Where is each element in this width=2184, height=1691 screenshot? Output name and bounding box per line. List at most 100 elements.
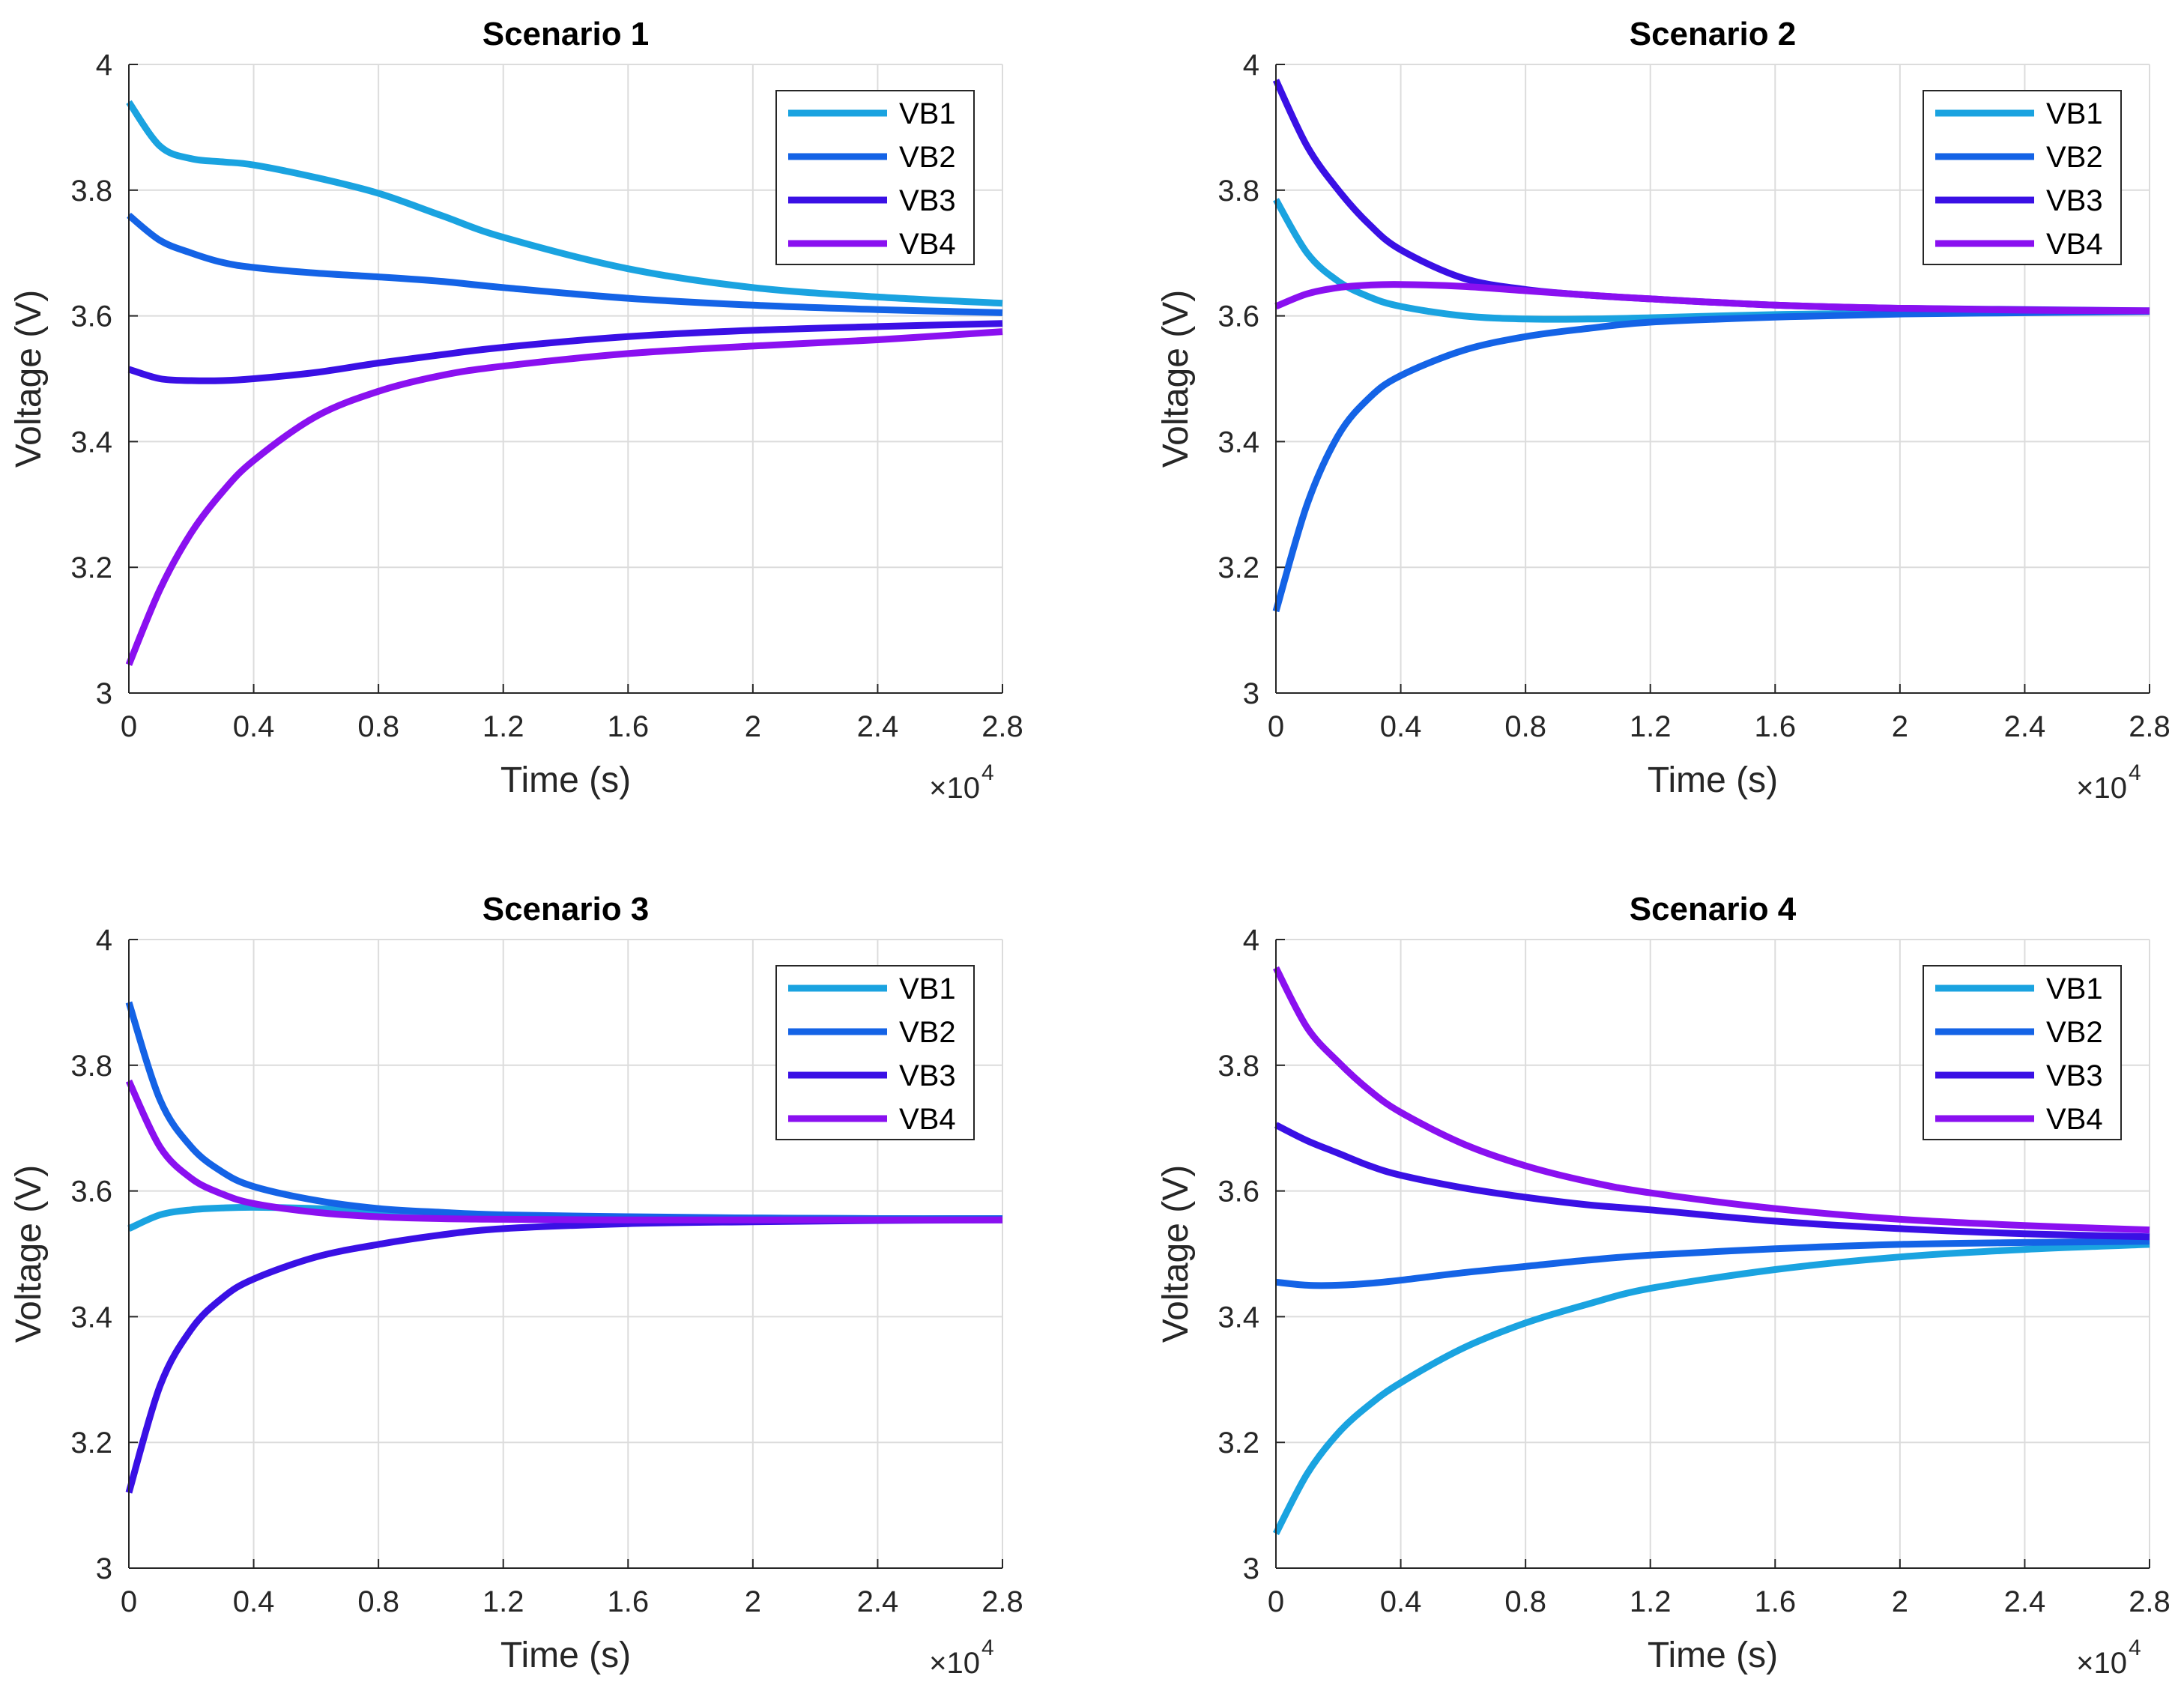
y-tick-label: 3 (1243, 1552, 1259, 1585)
x-tick-label: 2 (745, 1585, 761, 1618)
y-tick-label: 3.8 (70, 1050, 112, 1083)
x-tick-label: 1.6 (607, 710, 649, 743)
y-tick-label: 3.2 (1217, 551, 1259, 584)
legend-label-vb2: VB2 (899, 1016, 956, 1049)
chart-title: Scenario 4 (1630, 891, 1797, 928)
y-tick-label: 3.8 (70, 175, 112, 208)
series-line-vb2 (1275, 1238, 2150, 1289)
chart-title: Scenario 3 (483, 891, 650, 928)
chart-panel-2: 0 0.4 0.8 1.2 1.6 2 2.4 2.8 3 3.2 3.4 3.6 3.8 4 Scenar… (1156, 16, 2171, 805)
legend-label-vb4: VB4 (2046, 1103, 2103, 1136)
series-line-vb4 (125, 1079, 1002, 1223)
y-tick-label: 3.4 (1217, 426, 1259, 459)
y-tick-label: 3.6 (1217, 1176, 1259, 1208)
legend-label-vb4: VB4 (899, 1103, 956, 1136)
x-exponent-power: 4 (2129, 760, 2141, 785)
legend-label-vb1: VB1 (2046, 97, 2103, 130)
y-tick-label: 3 (96, 1552, 112, 1585)
x-axis-label: Time (s) (500, 1636, 631, 1675)
x-exponent-label: ×10 (929, 772, 980, 805)
legend-label-vb4: VB4 (2046, 228, 2103, 261)
legend-label-vb1: VB1 (899, 972, 956, 1005)
y-tick-label: 3.4 (1217, 1301, 1259, 1334)
y-tick-label: 3.2 (1217, 1427, 1259, 1459)
series-line-vb4 (125, 328, 1003, 666)
x-tick-label: 0.8 (1504, 710, 1546, 743)
y-tick-label: 3.2 (70, 551, 112, 584)
series-line-vb4 (1273, 966, 2150, 1234)
series-line-vb1 (1273, 1241, 2150, 1535)
x-tick-label: 0.4 (1380, 1585, 1422, 1618)
x-tick-label: 0.8 (357, 710, 399, 743)
y-tick-label: 4 (96, 924, 112, 957)
x-tick-label: 2 (745, 710, 761, 743)
y-axis-label: Voltage (V) (1156, 290, 1196, 468)
legend-box (775, 90, 975, 265)
series-line-vb2 (1272, 308, 2150, 613)
y-tick-label: 3 (96, 677, 112, 710)
y-tick-label: 4 (1243, 924, 1259, 957)
x-tick-label: 0.4 (233, 1585, 275, 1618)
legend-box (775, 965, 975, 1140)
legend-label-vb2: VB2 (899, 141, 956, 174)
x-tick-label: 0.4 (233, 710, 275, 743)
series-line-vb1 (126, 100, 1003, 307)
y-tick-label: 4 (1243, 49, 1259, 82)
y-tick-label: 3.6 (70, 300, 112, 333)
x-tick-label: 1.6 (1754, 710, 1796, 743)
y-axis-label: Voltage (V) (9, 1165, 49, 1343)
x-tick-label: 1.2 (483, 710, 524, 743)
y-tick-label: 3 (1243, 677, 1259, 710)
x-tick-label: 0 (121, 710, 137, 743)
x-tick-label: 0 (1268, 1585, 1284, 1618)
chart-panel-4: 0 0.4 0.8 1.2 1.6 2 2.4 2.8 3 3.2 3.4 3.6 3.8 4 Scenar… (1156, 891, 2171, 1680)
x-exponent-label: ×10 (2076, 772, 2127, 805)
x-tick-label: 0.4 (1380, 710, 1422, 743)
chart-title: Scenario 2 (1630, 16, 1797, 52)
x-tick-label: 0.8 (357, 1585, 399, 1618)
x-exponent-power: 4 (981, 1636, 994, 1660)
y-tick-label: 3.6 (70, 1176, 112, 1208)
x-tick-label: 1.2 (1630, 1585, 1672, 1618)
series-line-vb2 (127, 212, 1003, 316)
x-tick-label: 1.6 (607, 1585, 649, 1618)
chart-title: Scenario 1 (483, 16, 650, 52)
legend-label-vb2: VB2 (2046, 1016, 2103, 1049)
x-axis-label: Time (s) (500, 760, 631, 800)
series-line-vb4 (1274, 281, 2150, 315)
legend-label-vb3: VB3 (899, 1059, 956, 1092)
y-tick-label: 3.4 (70, 1301, 112, 1334)
legend-label-vb3: VB3 (2046, 1059, 2103, 1092)
x-tick-label: 0 (121, 1585, 137, 1618)
x-tick-label: 2 (1892, 1585, 1908, 1618)
x-tick-label: 2.4 (2004, 710, 2046, 743)
legend-box (1923, 965, 2122, 1140)
x-tick-label: 2.4 (857, 1585, 899, 1618)
y-tick-label: 3.6 (1217, 300, 1259, 333)
series-line-vb3 (127, 320, 1003, 384)
x-axis-label: Time (s) (1648, 760, 1778, 800)
x-axis-label: Time (s) (1648, 1636, 1778, 1675)
x-tick-label: 1.6 (1754, 1585, 1796, 1618)
y-tick-label: 3.8 (1217, 175, 1259, 208)
legend-label-vb2: VB2 (2046, 141, 2103, 174)
x-tick-label: 1.2 (483, 1585, 524, 1618)
chart-panel-3: 0 0.4 0.8 1.2 1.6 2 2.4 2.8 3 3.2 3.4 3.6 3.8 4 Scenar… (9, 891, 1023, 1680)
y-tick-label: 4 (96, 49, 112, 82)
legend-label-vb3: VB3 (2046, 184, 2103, 217)
legend-label-vb3: VB3 (899, 184, 956, 217)
x-tick-label: 2.4 (2004, 1585, 2046, 1618)
y-tick-label: 3.2 (70, 1427, 112, 1459)
chart-panel-1: 0 0.4 0.8 1.2 1.6 2 2.4 2.8 3 3.2 3.4 3.6 3.8 4 Scenar… (9, 16, 1023, 805)
x-exponent-power: 4 (981, 760, 994, 785)
x-exponent-power: 4 (2129, 1636, 2141, 1660)
legend-label-vb4: VB4 (899, 228, 956, 261)
y-tick-label: 3.4 (70, 426, 112, 459)
x-tick-label: 0.8 (1504, 1585, 1546, 1618)
x-tick-label: 1.2 (1630, 710, 1672, 743)
x-exponent-label: ×10 (2076, 1647, 2127, 1680)
x-tick-label: 2.8 (2129, 1585, 2171, 1618)
x-tick-label: 2 (1892, 710, 1908, 743)
y-axis-label: Voltage (V) (1156, 1165, 1196, 1343)
